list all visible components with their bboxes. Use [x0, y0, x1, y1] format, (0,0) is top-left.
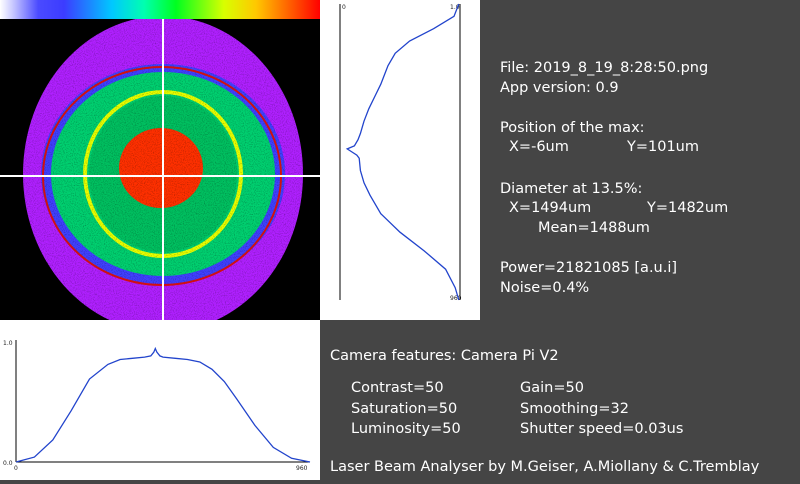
horizontal-profile-tick-ymin: 0.0	[3, 460, 13, 467]
diameter-heading: Diameter at 13.5%:	[500, 181, 643, 197]
credits-line: Laser Beam Analyser by M.Geiser, A.Mioll…	[330, 459, 760, 475]
diameter-x: X=1494um	[509, 200, 592, 216]
app-version: App version: 0.9	[500, 80, 619, 96]
horizontal-profile-line	[15, 346, 311, 463]
measurement-info-panel: File: 2019_8_19_8:28:50.png App version:…	[480, 0, 800, 320]
max-position-x: X=-6um	[509, 139, 569, 155]
vertical-profile-tick-bottom: 960	[450, 295, 462, 302]
camera-luminosity: Luminosity=50	[351, 421, 461, 437]
max-position-y: Y=101um	[627, 139, 699, 155]
noise-value: Noise=0.4%	[500, 280, 590, 296]
horizontal-profile-tick-ymax: 1.0	[3, 340, 13, 347]
camera-heading: Camera features: Camera Pi V2	[330, 348, 559, 364]
beam-image-panel	[0, 0, 320, 320]
camera-features-panel: Camera features: Camera Pi V2 Contrast=5…	[320, 320, 800, 480]
camera-shutter-speed: Shutter speed=0.03us	[520, 421, 684, 437]
vertical-profile-line	[345, 3, 460, 301]
horizontal-profile-tick-xmin: 0	[14, 465, 18, 472]
horizontal-profile-tick-xmax: 960	[296, 465, 308, 472]
camera-contrast: Contrast=50	[351, 380, 444, 396]
camera-saturation: Saturation=50	[351, 401, 458, 417]
horizontal-profile-chart: 1.0 0.0 0 960	[3, 340, 311, 472]
vertical-profile-tick-right: 1.0	[450, 4, 460, 11]
vertical-profile-chart: 0 1.0 960	[339, 3, 462, 302]
camera-gain: Gain=50	[520, 380, 584, 396]
max-position-heading: Position of the max:	[500, 120, 645, 136]
beam-intensity-image	[0, 0, 320, 320]
power-value: Power=21821085 [a.u.i]	[500, 260, 678, 276]
diameter-mean: Mean=1488um	[538, 220, 650, 236]
diameter-y: Y=1482um	[647, 200, 729, 216]
camera-smoothing: Smoothing=32	[520, 401, 629, 417]
colormap-bar	[0, 0, 320, 19]
vertical-profile-tick-left: 0	[342, 4, 346, 11]
horizontal-profile-panel: 1.0 0.0 0 960	[0, 320, 320, 480]
vertical-profile-panel: 0 1.0 960	[320, 0, 480, 320]
file-name: File: 2019_8_19_8:28:50.png	[500, 60, 709, 76]
